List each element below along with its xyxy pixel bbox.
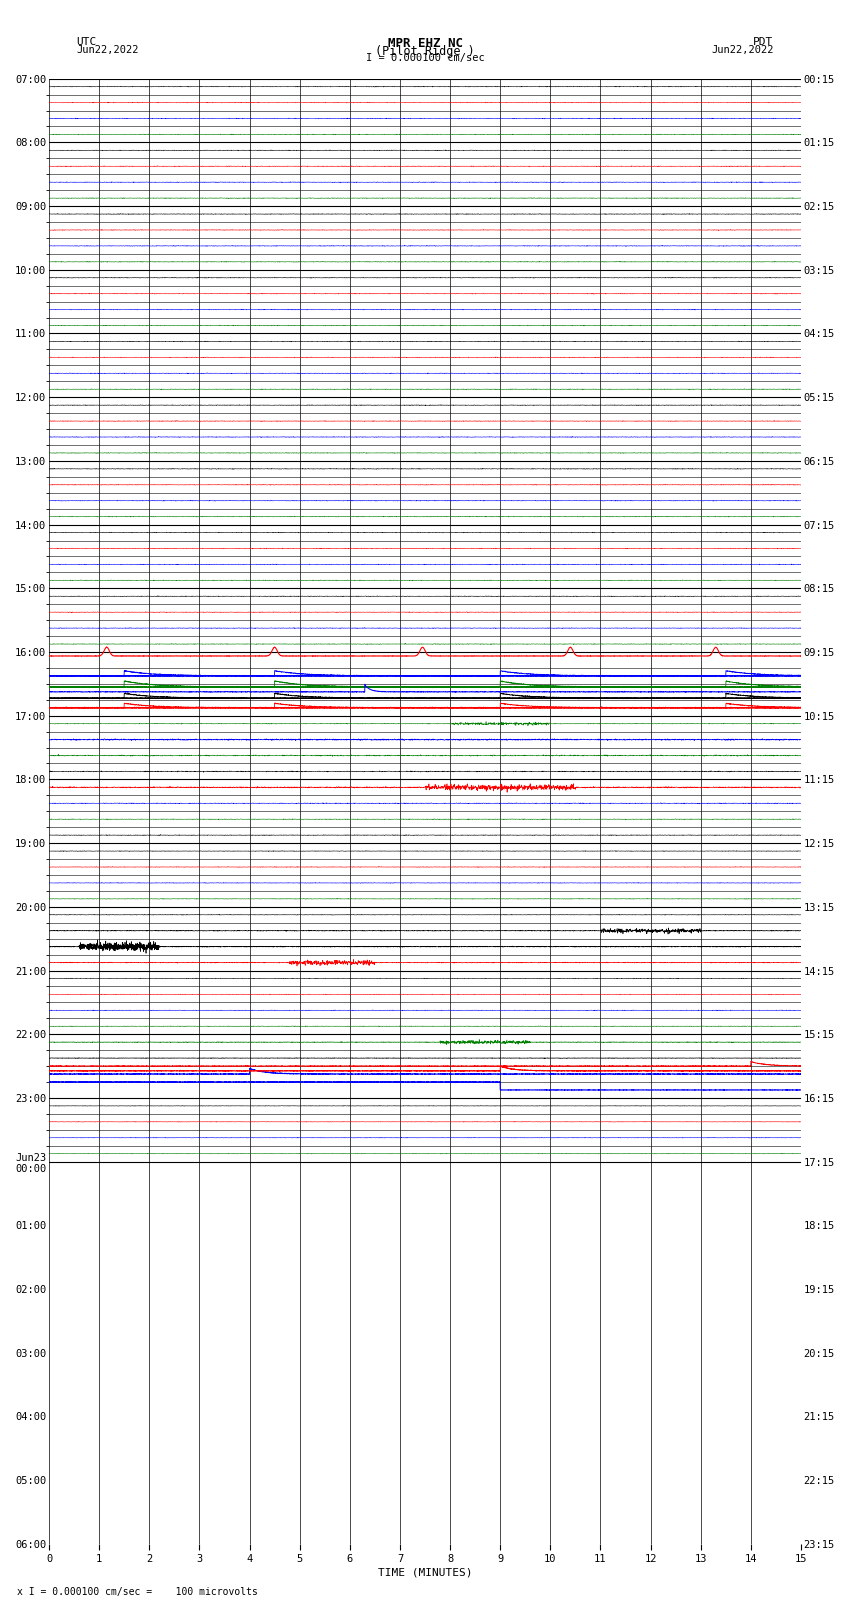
Text: x I = 0.000100 cm/sec =    100 microvolts: x I = 0.000100 cm/sec = 100 microvolts [17, 1587, 258, 1597]
X-axis label: TIME (MINUTES): TIME (MINUTES) [377, 1568, 473, 1578]
Text: MPR EHZ NC: MPR EHZ NC [388, 37, 462, 50]
Text: UTC: UTC [76, 37, 97, 47]
Text: Jun22,2022: Jun22,2022 [76, 45, 139, 55]
Text: (Pilot Ridge ): (Pilot Ridge ) [375, 45, 475, 58]
Text: PDT: PDT [753, 37, 774, 47]
Text: I = 0.000100 cm/sec: I = 0.000100 cm/sec [366, 53, 484, 63]
Text: Jun22,2022: Jun22,2022 [711, 45, 774, 55]
